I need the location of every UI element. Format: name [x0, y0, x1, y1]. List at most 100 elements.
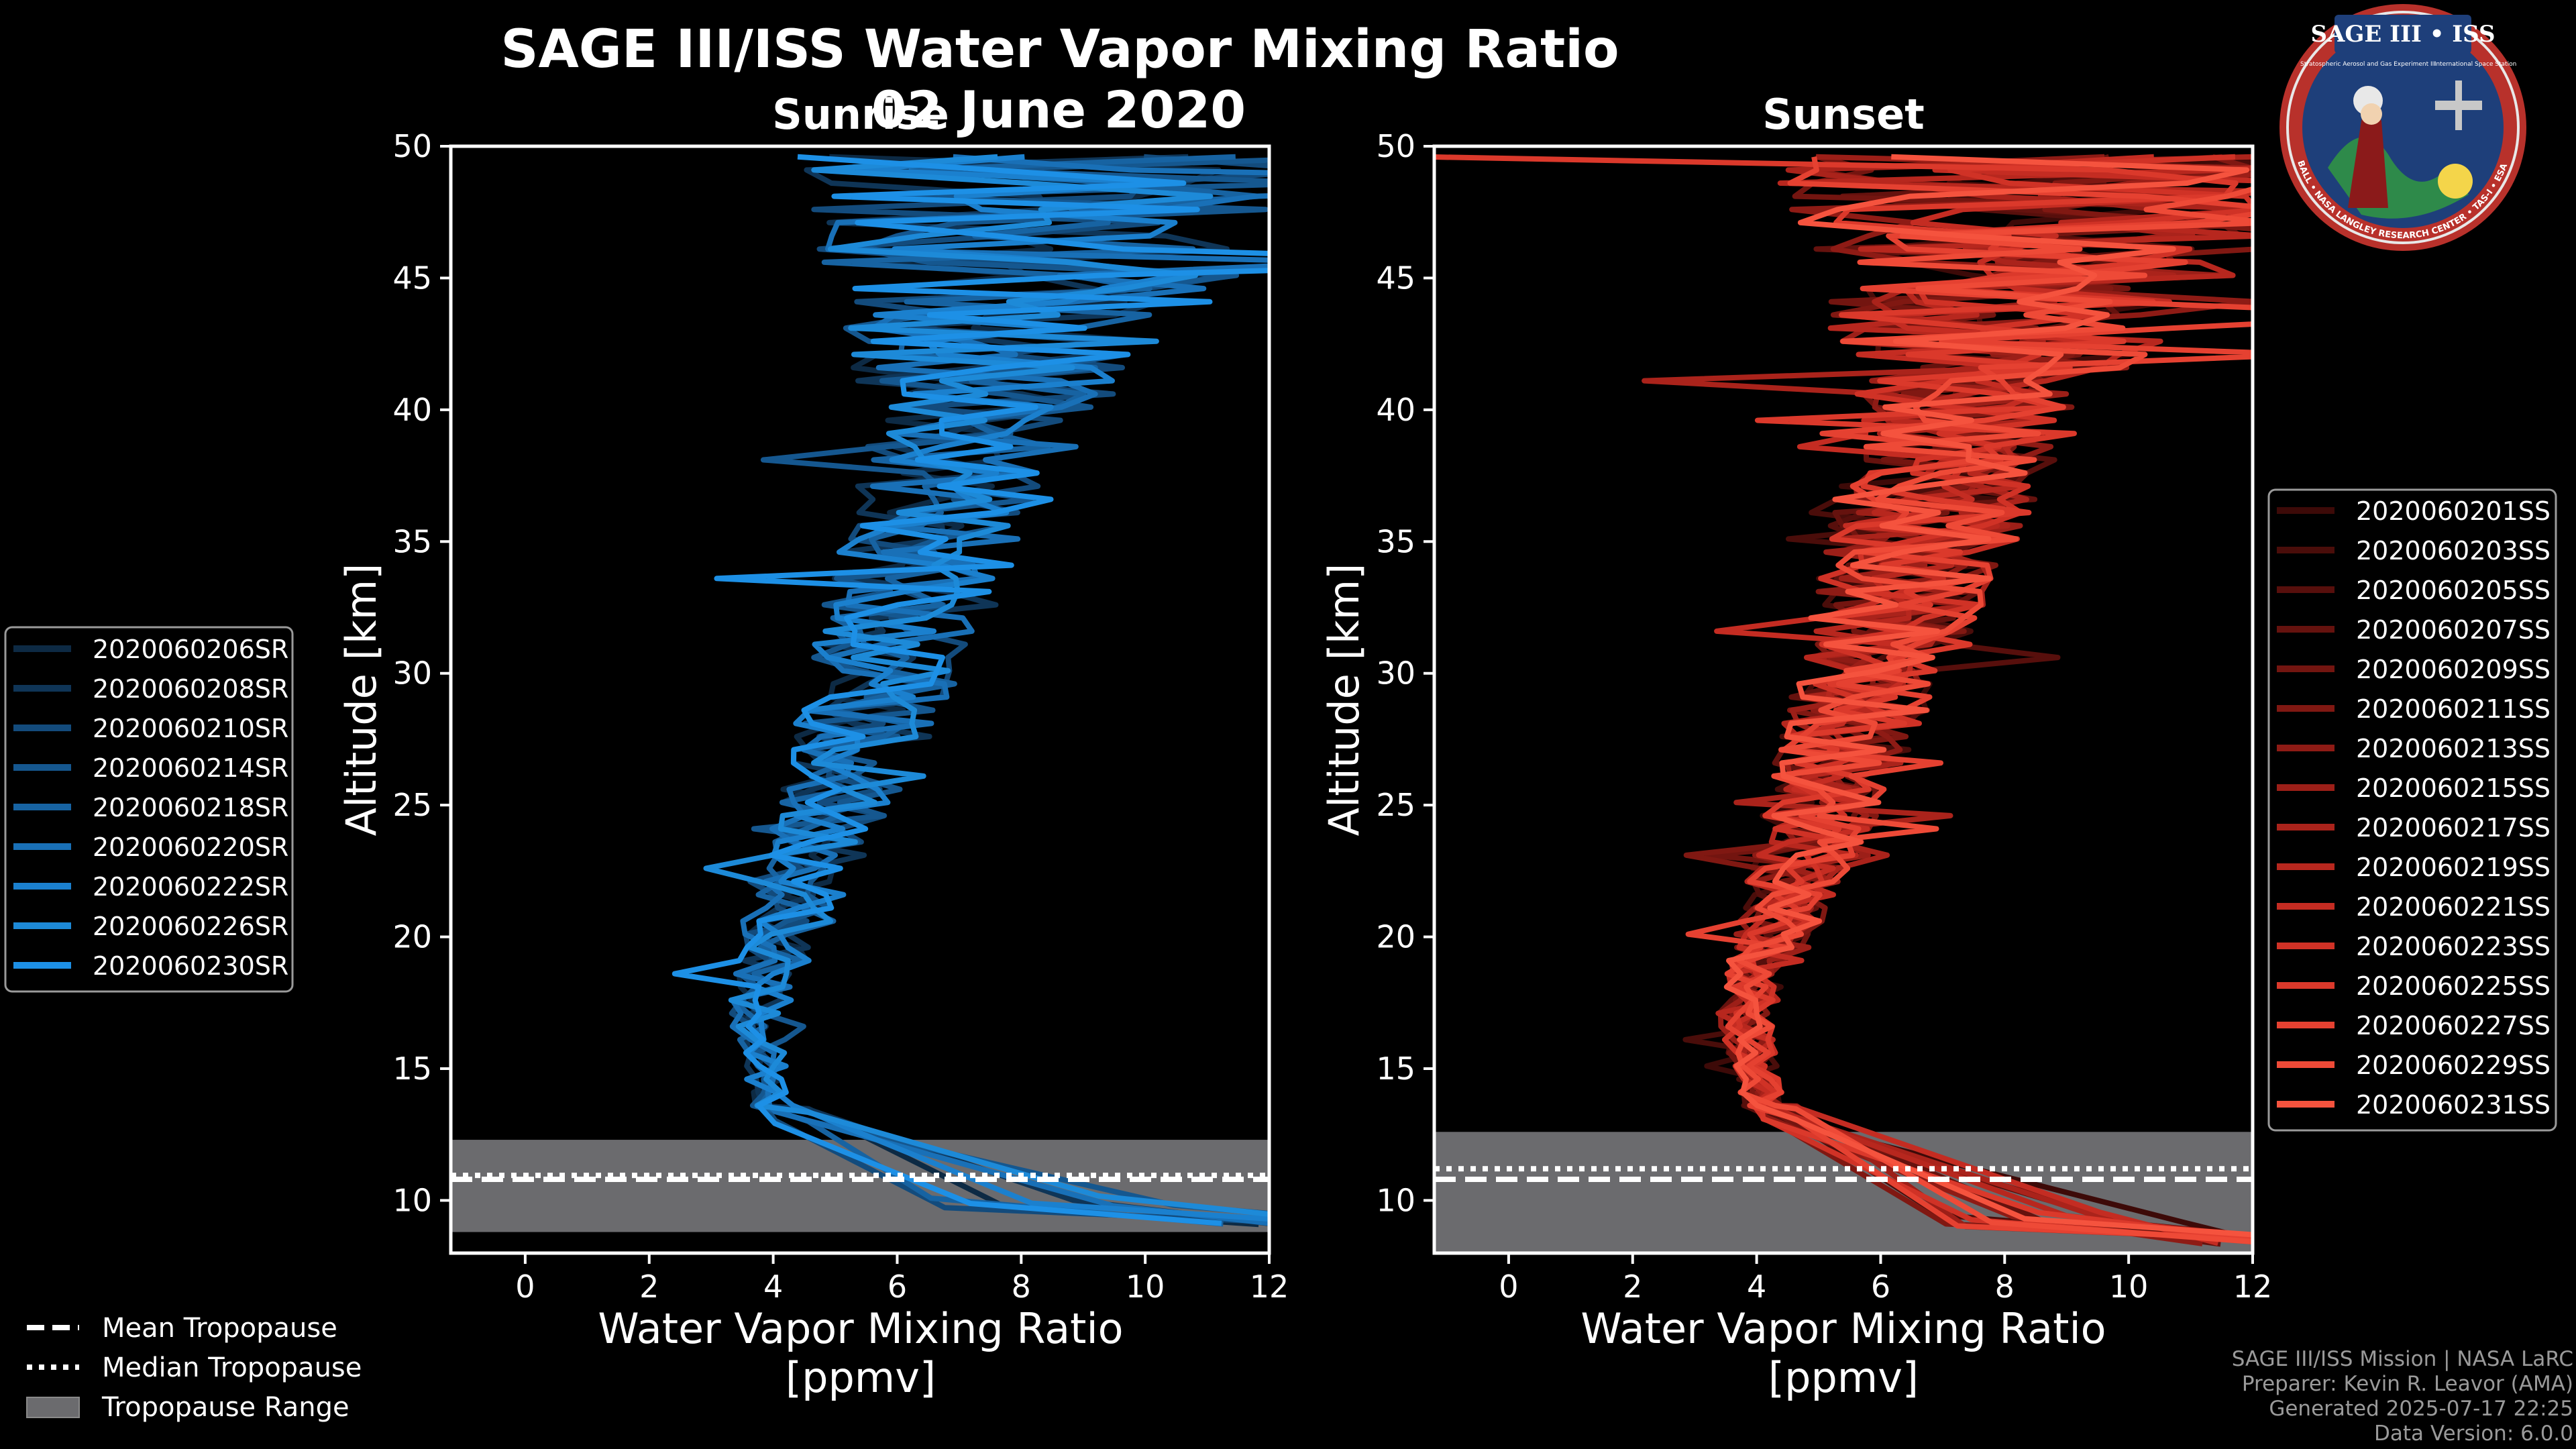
legend-label: 2020060210SR — [93, 714, 288, 743]
profile-line — [1685, 156, 2253, 1242]
legend-label: 2020060221SS — [2356, 892, 2551, 922]
y-tick-label: 50 — [1376, 128, 1415, 164]
x-tick-label: 10 — [2109, 1269, 2149, 1305]
sunrise-y-ticks: 10 15 20 25 30 35 40 45 50 — [392, 128, 451, 1218]
sun-icon — [2438, 164, 2473, 199]
footer-version: Data Version: 6.0.0 — [2374, 1421, 2573, 1446]
legend-label: 2020060214SR — [93, 753, 288, 783]
legend-label: 2020060229SS — [2356, 1051, 2551, 1080]
x-tick-label: 4 — [763, 1269, 783, 1305]
y-tick-label: 40 — [392, 392, 432, 428]
sunset-panel: 0 2 4 6 8 10 12 10 15 20 25 30 35 40 45 50 Water Vapor… — [1320, 128, 2272, 1402]
badge-title-banner — [2334, 15, 2471, 54]
x-tick-label: 12 — [1250, 1269, 1289, 1305]
badge-right-text: International Space Station — [2434, 61, 2517, 68]
badge-subtitle: Stratospheric Aerosol and Gas Experiment… — [2300, 61, 2436, 68]
profile-line — [1723, 154, 2253, 1238]
left-panel-title: Sunrise — [772, 90, 949, 139]
y-tick-label: 10 — [1376, 1182, 1415, 1218]
right-panel-title: Sunset — [1762, 90, 1925, 139]
sunset-profiles — [1434, 154, 2253, 1247]
tropopause-range-label: Tropopause Range — [101, 1392, 350, 1423]
sunrise-legend-box — [4, 626, 294, 993]
sunrise-xlabel-line2: [ppmv] — [786, 1353, 936, 1402]
sunset-legend: 2020060201SS 2020060203SS 2020060205SS 2020… — [2267, 488, 2557, 1132]
legend-label: 2020060206SR — [93, 635, 288, 664]
sunset-frame — [1432, 144, 2255, 1255]
x-tick-label: 6 — [1871, 1269, 1890, 1305]
profile-line — [1721, 154, 2253, 1245]
y-tick-label: 30 — [392, 655, 432, 692]
mean-tropopause-label: Mean Tropopause — [102, 1313, 337, 1344]
y-tick-label: 15 — [392, 1051, 432, 1087]
sunrise-ylabel: Altitude [km] — [337, 564, 386, 837]
x-tick-label: 4 — [1747, 1269, 1766, 1305]
astronomer-head-icon — [2361, 103, 2382, 125]
y-tick-label: 25 — [1376, 787, 1415, 823]
x-tick-label: 0 — [1499, 1269, 1518, 1305]
tropopause-range-swatch — [26, 1397, 80, 1418]
legend-label: 2020060211SS — [2356, 694, 2551, 724]
profile-line — [1735, 186, 2253, 1244]
sunset-xlabel-line2: [ppmv] — [1768, 1353, 1919, 1402]
sunset-ylabel: Altitude [km] — [1320, 564, 1368, 837]
legend-label: 2020060205SS — [2356, 576, 2551, 605]
sunrise-xlabel-line1: Water Vapor Mixing Ratio — [598, 1304, 1123, 1353]
legend-label: 2020060207SS — [2356, 615, 2551, 645]
legend-label: 2020060208SR — [93, 674, 288, 704]
sunrise-legend: 2020060206SR 2020060208SR 2020060210SR 2020… — [4, 626, 294, 993]
badge-title: SAGE III • ISS — [2310, 21, 2495, 48]
y-tick-label: 40 — [1376, 392, 1415, 428]
median-tropopause-label: Median Tropopause — [102, 1352, 362, 1383]
legend-label: 2020060217SS — [2356, 813, 2551, 843]
y-tick-label: 50 — [392, 128, 432, 164]
x-tick-label: 8 — [1995, 1269, 2015, 1305]
y-tick-label: 35 — [1376, 523, 1415, 559]
y-tick-label: 15 — [1376, 1051, 1415, 1087]
legend-label: 2020060223SS — [2356, 932, 2551, 961]
date-label: 02 June 2020 — [871, 80, 1246, 140]
legend-label: 2020060203SS — [2356, 536, 2551, 566]
legend-label: 2020060201SS — [2356, 496, 2551, 526]
legend-label: 2020060209SS — [2356, 655, 2551, 684]
profile-line — [672, 154, 1269, 1226]
y-tick-label: 45 — [1376, 260, 1415, 296]
legend-label: 2020060218SR — [93, 793, 288, 822]
x-tick-label: 10 — [1126, 1269, 1165, 1305]
sunset-legend-box — [2267, 488, 2557, 1132]
legend-label: 2020060226SR — [93, 912, 288, 941]
legend-label: 2020060227SS — [2356, 1011, 2551, 1040]
y-tick-label: 45 — [392, 260, 432, 296]
x-tick-label: 6 — [888, 1269, 907, 1305]
footer: SAGE III/ISS Mission | NASA LaRC Prepare… — [2232, 1347, 2573, 1446]
sunset-xlabel-line1: Water Vapor Mixing Ratio — [1580, 1304, 2106, 1353]
x-tick-label: 0 — [515, 1269, 535, 1305]
astronomer-figure-icon — [2348, 111, 2388, 208]
legend-label: 2020060213SS — [2356, 734, 2551, 763]
x-tick-label: 8 — [1012, 1269, 1031, 1305]
sunrise-profiles — [672, 154, 1269, 1228]
x-tick-label: 2 — [639, 1269, 659, 1305]
legend-label: 2020060231SS — [2356, 1090, 2551, 1120]
legend-label: 2020060222SR — [93, 872, 288, 902]
tropopause-legend: Mean Tropopause Median Tropopause Tropop… — [26, 1313, 362, 1423]
legend-label: 2020060230SR — [93, 951, 288, 981]
sage-iii-iss-badge: SAGE III • ISS Stratospheric Aerosol and… — [2279, 4, 2526, 251]
y-tick-label: 30 — [1376, 655, 1415, 692]
y-tick-label: 20 — [1376, 919, 1415, 955]
x-tick-label: 2 — [1623, 1269, 1642, 1305]
sunrise-frame — [449, 144, 1271, 1255]
y-tick-label: 20 — [392, 919, 432, 955]
footer-mission: SAGE III/ISS Mission | NASA LaRC — [2232, 1347, 2573, 1371]
legend-label: 2020060225SS — [2356, 971, 2551, 1001]
y-tick-label: 10 — [392, 1182, 432, 1218]
figure-title: SAGE III/ISS Water Vapor Mixing Ratio — [500, 19, 1619, 80]
space-station-truss-icon — [2455, 80, 2462, 130]
y-tick-label: 35 — [392, 523, 432, 559]
y-tick-label: 25 — [392, 787, 432, 823]
sunrise-panel: 0 2 4 6 8 10 12 10 15 20 25 30 35 40 45 50 Water Vapor… — [337, 128, 1289, 1402]
sunset-x-ticks: 0 2 4 6 8 10 12 — [1499, 1253, 2272, 1305]
legend-label: 2020060220SR — [93, 833, 288, 862]
sunrise-x-ticks: 0 2 4 6 8 10 12 — [515, 1253, 1289, 1305]
